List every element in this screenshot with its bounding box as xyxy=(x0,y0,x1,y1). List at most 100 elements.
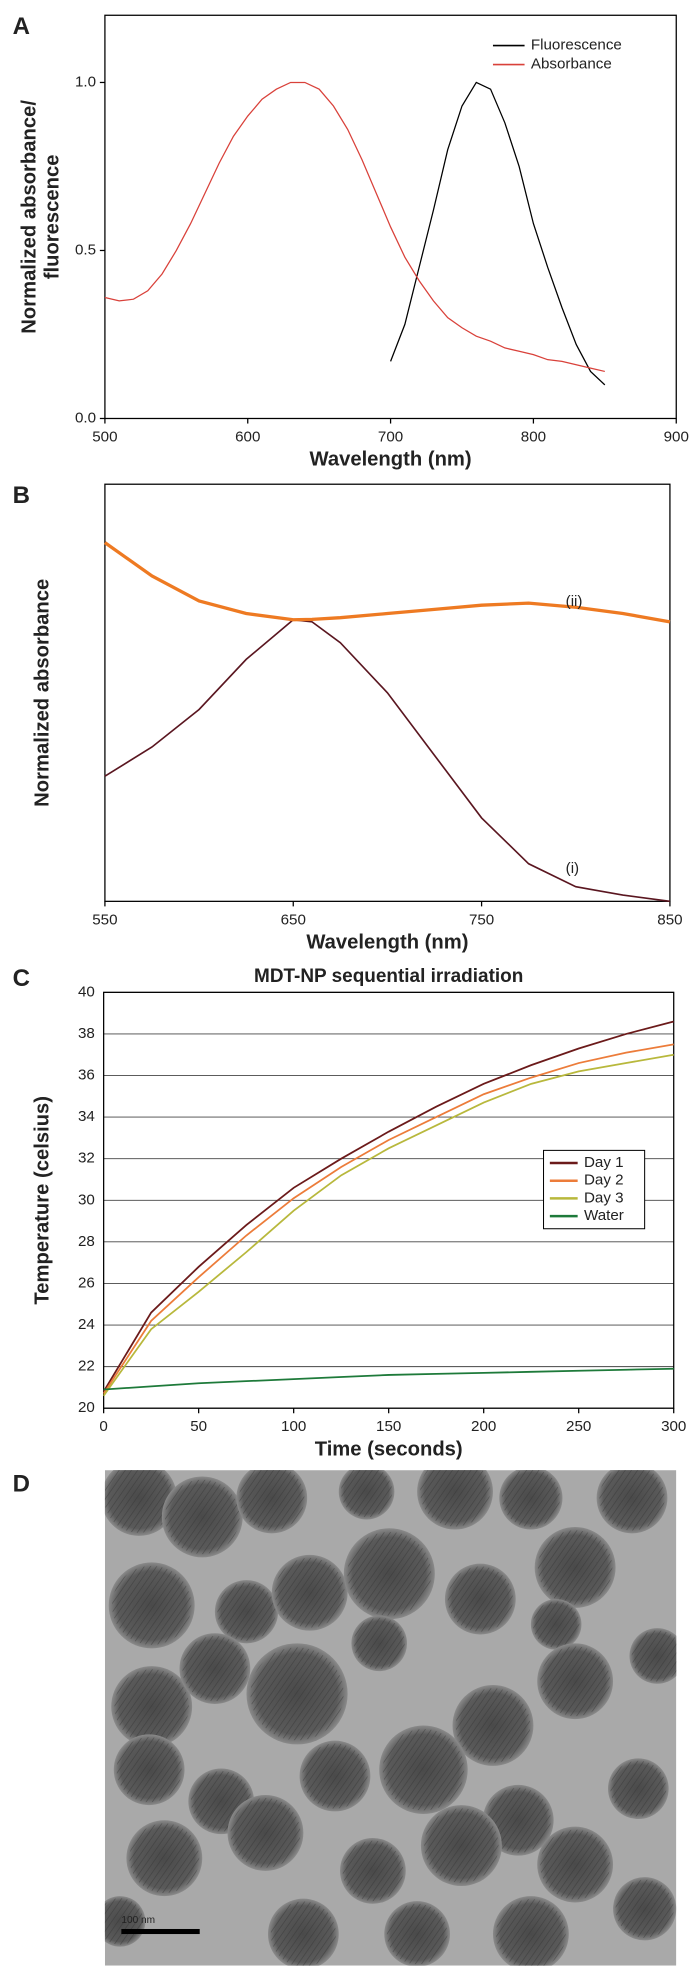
nanoparticle-texture xyxy=(217,1582,276,1641)
x-tick-label: 850 xyxy=(657,911,682,928)
y-tick-label: 20 xyxy=(78,1399,95,1416)
nanoparticle-texture xyxy=(420,1470,490,1527)
y-tick-label: 24 xyxy=(78,1316,95,1333)
nanoparticle-texture xyxy=(342,1840,404,1902)
nanoparticle-texture xyxy=(485,1787,551,1853)
x-tick-label: 750 xyxy=(469,911,494,928)
nanoparticle-texture xyxy=(496,1899,566,1966)
micrograph xyxy=(104,1470,677,1966)
series-label: (ii) xyxy=(566,593,583,610)
x-tick-label: 500 xyxy=(92,428,117,445)
nanoparticle-texture xyxy=(537,1530,613,1605)
x-tick-label: 550 xyxy=(92,911,117,928)
nanoparticle-texture xyxy=(540,1646,611,1717)
nanoparticle-texture xyxy=(347,1531,432,1616)
nanoparticle-texture xyxy=(165,1479,240,1555)
y-tick-label: 40 xyxy=(78,983,95,1000)
y-tick-label: 34 xyxy=(78,1108,95,1125)
x-tick-label: 200 xyxy=(471,1418,496,1435)
nanoparticle-texture xyxy=(532,1601,580,1648)
nanoparticle-texture xyxy=(353,1617,405,1669)
data-line xyxy=(103,541,671,624)
nanoparticle-texture xyxy=(455,1688,531,1763)
nanoparticle-texture xyxy=(340,1470,393,1518)
nanoparticle-texture xyxy=(615,1879,674,1938)
legend-label: Day 2 xyxy=(584,1172,624,1189)
nanoparticle-texture xyxy=(386,1903,448,1965)
x-axis-label: Time (seconds) xyxy=(315,1438,463,1460)
panel-label: B xyxy=(13,482,30,509)
x-tick-label: 900 xyxy=(664,428,689,445)
chart-title: MDT-NP sequential irradiation xyxy=(254,966,523,987)
scale-bar-label: 100 nm xyxy=(121,1915,155,1926)
y-tick-label: 0.0 xyxy=(75,409,96,426)
y-tick-label: 26 xyxy=(78,1274,95,1291)
x-tick-label: 100 xyxy=(281,1418,306,1435)
x-tick-label: 0 xyxy=(99,1418,107,1435)
x-tick-label: 300 xyxy=(661,1418,686,1435)
nanoparticle-texture xyxy=(239,1470,305,1531)
x-tick-label: 250 xyxy=(566,1418,591,1435)
y-tick-label: 28 xyxy=(78,1233,95,1250)
x-tick-label: 150 xyxy=(376,1418,401,1435)
y-tick-label: 0.5 xyxy=(75,241,96,258)
nanoparticle-texture xyxy=(274,1557,345,1628)
nanoparticle-texture xyxy=(112,1565,192,1645)
nanoparticle-texture xyxy=(129,1823,200,1894)
panel-label: D xyxy=(13,1471,30,1498)
nanoparticle-texture xyxy=(302,1743,368,1809)
y-axis-label: Normalized absorbance/ xyxy=(19,100,41,334)
plot-frame xyxy=(104,14,677,420)
y-tick-label: 32 xyxy=(78,1150,95,1167)
nanoparticle-texture xyxy=(270,1901,336,1966)
x-tick-label: 650 xyxy=(281,911,306,928)
panel-label: A xyxy=(13,13,30,40)
nanoparticle-texture xyxy=(250,1647,344,1741)
nanoparticle-texture xyxy=(182,1636,248,1702)
nanoparticle-texture xyxy=(447,1566,513,1632)
nanoparticle-texture xyxy=(382,1729,465,1811)
data-line xyxy=(102,1020,674,1393)
legend-label: Water xyxy=(584,1207,624,1224)
data-line xyxy=(104,618,671,903)
nanoparticle-texture xyxy=(610,1760,667,1817)
legend-label: Fluorescence xyxy=(531,37,622,54)
y-tick-label: 36 xyxy=(78,1067,95,1084)
series-label: (i) xyxy=(566,860,579,877)
nanoparticle-texture xyxy=(540,1829,611,1900)
y-axis-label: Normalized absorbance xyxy=(31,579,53,807)
x-axis-label: Wavelength (nm) xyxy=(306,931,468,953)
y-tick-label: 1.0 xyxy=(75,73,96,90)
nanoparticle-texture xyxy=(116,1737,182,1803)
nanoparticle-texture xyxy=(230,1798,301,1868)
legend-label: Absorbance xyxy=(531,56,612,73)
x-tick-label: 600 xyxy=(235,428,260,445)
x-tick-label: 800 xyxy=(521,428,546,445)
nanoparticle-texture xyxy=(599,1470,665,1531)
panel-label: C xyxy=(13,965,30,992)
y-axis-label: fluorescence xyxy=(41,155,63,280)
data-line xyxy=(102,1053,674,1397)
scale-bar xyxy=(121,1928,200,1935)
x-axis-label: Wavelength (nm) xyxy=(310,449,472,471)
y-tick-label: 22 xyxy=(78,1358,95,1375)
nanoparticle-texture xyxy=(424,1808,499,1883)
plot-frame xyxy=(103,991,675,1409)
legend-label: Day 3 xyxy=(584,1189,624,1206)
y-axis-label: Temperature (celsius) xyxy=(31,1096,53,1305)
x-tick-label: 50 xyxy=(190,1418,207,1435)
data-line xyxy=(389,81,606,386)
nanoparticle-texture xyxy=(631,1630,677,1682)
nanoparticle-texture xyxy=(114,1669,189,1744)
x-tick-label: 700 xyxy=(378,428,403,445)
plot-frame xyxy=(104,483,671,902)
y-tick-label: 38 xyxy=(78,1025,95,1042)
nanoparticle-texture xyxy=(104,1470,174,1533)
nanoparticle-texture xyxy=(501,1470,560,1528)
legend-label: Day 1 xyxy=(584,1154,624,1171)
y-tick-label: 30 xyxy=(78,1191,95,1208)
data-line xyxy=(102,1043,674,1395)
data-line xyxy=(104,81,605,373)
data-line xyxy=(103,1367,674,1391)
